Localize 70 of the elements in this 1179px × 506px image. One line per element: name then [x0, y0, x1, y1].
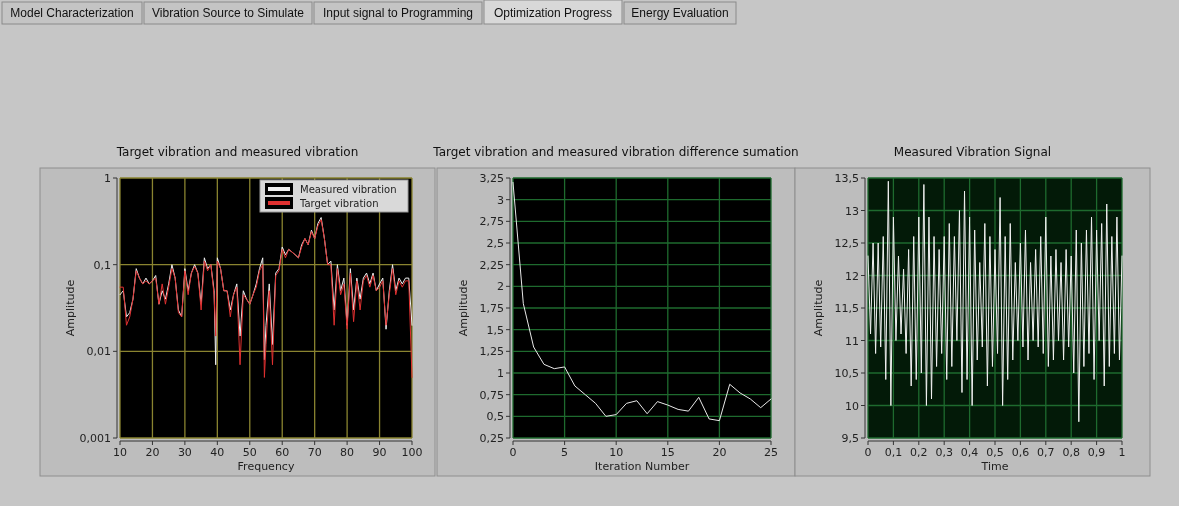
y-tick-label: 2,25 [479, 258, 504, 272]
x-tick-label: 0,6 [1011, 446, 1030, 459]
y-tick-label: 1,25 [479, 345, 504, 359]
x-tick-label: 0,1 [884, 446, 903, 459]
x-tick-label: 80 [340, 446, 355, 459]
y-tick-label: 13,5 [834, 172, 859, 185]
y-tick-label: 13 [845, 204, 859, 218]
y-tick-label: 12,5 [834, 237, 859, 250]
y-tick-label: 0,25 [479, 432, 504, 445]
x-tick-label: 10 [113, 446, 127, 459]
y-tick-label: 10 [845, 399, 859, 413]
y-tick-label: 11,5 [834, 302, 859, 315]
y-tick-label: 0,01 [86, 345, 111, 359]
x-tick-label: 50 [242, 446, 257, 459]
y-tick-label: 3,25 [479, 172, 504, 185]
x-axis-title: Iteration Number [594, 460, 690, 473]
x-tick-label: 15 [660, 446, 675, 459]
x-tick-label: 0,2 [910, 446, 928, 459]
x-tick-label: 60 [275, 446, 290, 459]
y-tick-label: 10,5 [834, 367, 859, 380]
text: Optimization Progress [493, 6, 613, 20]
y-axis-title: Amplitude [64, 279, 77, 337]
x-axis-title: Time [980, 460, 1009, 473]
x-tick-label: 0 [509, 446, 517, 459]
x-tick-label: 0,5 [986, 446, 1004, 459]
x-tick-label: 100 [401, 446, 423, 459]
x-tick-label: 10 [609, 446, 624, 459]
legend-label: Target vibration [299, 198, 379, 209]
y-tick-label: 2,5 [486, 237, 504, 250]
x-tick-label: 70 [307, 446, 322, 459]
x-tick-label: 5 [561, 446, 569, 459]
x-tick-label: 0,9 [1087, 446, 1106, 459]
x-tick-label: 25 [764, 446, 778, 459]
text: Vibration Source to Simulate [152, 6, 305, 20]
y-tick-label: 0,75 [479, 388, 504, 402]
x-axis-title: Frequency [237, 460, 295, 473]
y-tick-label: 3 [497, 193, 504, 207]
x-tick-label: 0 [864, 446, 872, 459]
x-tick-label: 1 [1118, 446, 1126, 459]
y-tick-label: 1 [497, 367, 504, 380]
x-tick-label: 0,7 [1037, 446, 1055, 459]
text: Energy Evaluation [631, 6, 729, 20]
text: Model Characterization [10, 6, 134, 20]
chart-title: Target vibration and measured vibration difference sumation [432, 145, 799, 159]
x-tick-label: 0,3 [935, 446, 953, 459]
x-tick-label: 30 [177, 446, 192, 459]
y-tick-label: 0,5 [486, 410, 504, 424]
x-tick-label: 20 [712, 446, 727, 459]
y-tick-label: 1,5 [486, 323, 504, 337]
chart-title: Target vibration and measured vibration [115, 145, 359, 159]
y-tick-label: 12 [845, 269, 859, 283]
y-tick-label: 2,75 [479, 215, 504, 229]
x-tick-label: 0,4 [960, 446, 979, 459]
y-tick-label: 1,75 [479, 302, 504, 315]
text: Input signal to Programming [322, 6, 474, 20]
y-tick-label: 9,5 [841, 432, 859, 445]
y-tick-label: 1 [104, 172, 111, 185]
chart-title: Measured Vibration Signal [893, 145, 1052, 159]
y-tick-label: 0,001 [79, 432, 111, 445]
y-tick-label: 2 [497, 280, 504, 294]
y-axis-title: Amplitude [457, 279, 470, 337]
line-series [512, 181, 772, 422]
x-tick-label: 40 [210, 446, 225, 459]
x-tick-label: 0,8 [1062, 446, 1080, 459]
x-tick-label: 20 [145, 446, 160, 459]
y-axis-title: Amplitude [812, 279, 825, 337]
legend-label: Measured vibration [300, 184, 397, 195]
y-tick-label: 11 [845, 334, 859, 348]
x-tick-label: 90 [372, 446, 387, 459]
y-tick-label: 0,1 [93, 258, 111, 272]
